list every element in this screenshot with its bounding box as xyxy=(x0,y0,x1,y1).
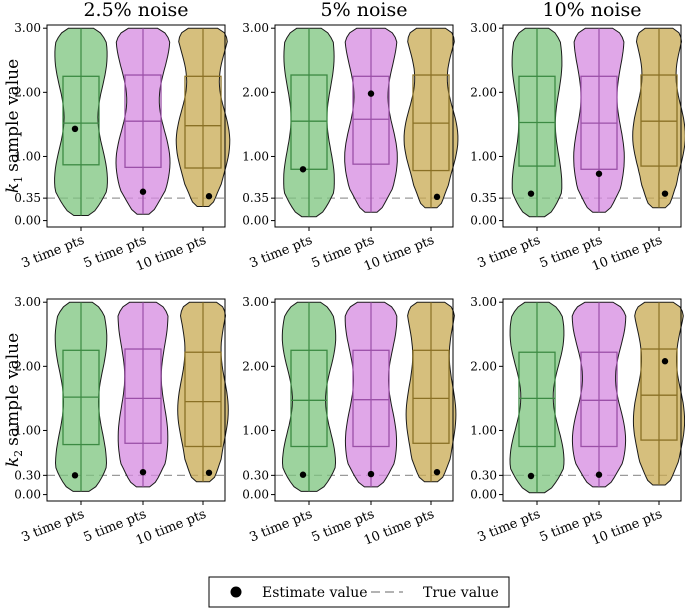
box-iqr xyxy=(580,351,618,448)
estimate-point xyxy=(367,470,375,478)
axes-frame xyxy=(502,24,682,228)
y-tick-label: 3.00 xyxy=(242,21,269,35)
axes-frame xyxy=(46,298,226,502)
box-iqr xyxy=(290,74,328,170)
y-tick-label: 3.00 xyxy=(242,295,269,309)
axes-frame xyxy=(502,298,682,502)
legend-box xyxy=(208,576,510,608)
estimate-point xyxy=(71,125,79,133)
axes-frame xyxy=(274,24,454,228)
y-tick-label: 2.00 xyxy=(242,359,269,373)
y-tick-label: 2.00 xyxy=(470,359,497,373)
y-tick-label: 0.00 xyxy=(470,214,497,228)
estimate-point xyxy=(595,471,603,478)
estimate-point xyxy=(71,472,79,479)
legend-true-label: True value xyxy=(423,585,499,601)
y-tick-label: 1.00 xyxy=(14,423,41,437)
y-tick-label: 0.00 xyxy=(470,488,497,502)
y-tick-label: 0.30 xyxy=(242,468,269,482)
y-tick-label: 1.00 xyxy=(470,149,497,163)
legend: Estimate value True value xyxy=(208,576,510,608)
y-tick-label: 1.00 xyxy=(242,423,269,437)
y-tick-label: 2.00 xyxy=(14,85,41,99)
estimate-point xyxy=(205,193,213,200)
legend-estimate-label: Estimate value xyxy=(262,585,368,601)
panel-title: 10% noise xyxy=(542,0,641,21)
panel-title: 5% noise xyxy=(321,0,408,21)
y-axis-label: k2 sample value xyxy=(3,333,25,467)
y-axis-label-text: sample value xyxy=(3,333,23,446)
chart-panel-0-0: 2.5% noise k1 sample value 0.00 0.35 1.00 2.00… xyxy=(3,0,231,275)
box-iqr xyxy=(184,351,222,448)
y-tick-label: 2.00 xyxy=(14,359,41,373)
y-tick-label: 2.00 xyxy=(470,85,497,99)
y-tick-label: 3.00 xyxy=(14,21,41,35)
y-axis-label-subscript: 1 xyxy=(12,176,25,183)
estimate-point xyxy=(527,190,535,197)
box-iqr xyxy=(412,349,450,444)
axes-frame xyxy=(274,298,454,502)
y-axis-label-text: sample value xyxy=(3,59,23,172)
estimate-point xyxy=(527,472,535,480)
y-tick-label: 0.35 xyxy=(242,191,269,205)
x-tick-label: 3 time pts xyxy=(20,507,87,546)
estimate-point xyxy=(139,188,147,195)
y-tick-label: 2.00 xyxy=(242,85,269,99)
x-tick-label: 3 time pts xyxy=(248,233,315,272)
estimate-point xyxy=(299,166,307,173)
chart-panel-1-0: k2 sample value 0.00 0.30 1.00 2.00 3.00 3 time… xyxy=(3,295,229,549)
x-tick-label: 3 time pts xyxy=(476,233,543,272)
y-tick-label: 0.30 xyxy=(14,468,41,482)
estimate-point xyxy=(299,471,307,478)
estimate-point xyxy=(433,193,441,201)
y-tick-label: 3.00 xyxy=(470,295,497,309)
estimate-point xyxy=(661,358,669,365)
y-tick-label: 0.00 xyxy=(14,214,41,228)
y-tick-label: 0.00 xyxy=(14,488,41,502)
estimate-point xyxy=(205,469,213,476)
box-iqr xyxy=(124,348,162,444)
box-iqr xyxy=(184,75,222,169)
estimate-point xyxy=(367,90,375,97)
y-tick-label: 0.00 xyxy=(242,488,269,502)
y-tick-label: 3.00 xyxy=(14,295,41,309)
box-iqr xyxy=(352,75,390,165)
legend-estimate-marker xyxy=(230,586,242,598)
y-axis-label-symbol: k xyxy=(3,183,23,193)
x-tick-label: 3 time pts xyxy=(20,233,87,272)
y-tick-label: 1.00 xyxy=(14,149,41,163)
estimate-point xyxy=(433,468,441,476)
y-axis-label-subscript: 2 xyxy=(12,450,25,457)
y-tick-label: 3.00 xyxy=(470,21,497,35)
panel-title: 2.5% noise xyxy=(83,0,188,21)
box-iqr xyxy=(62,75,100,166)
estimate-point xyxy=(595,170,603,177)
box-iqr xyxy=(352,349,390,448)
box-iqr xyxy=(518,351,556,448)
axes-frame xyxy=(46,24,226,228)
box-iqr xyxy=(290,349,328,448)
y-tick-label: 0.35 xyxy=(14,191,41,205)
y-axis-label: k1 sample value xyxy=(3,59,25,193)
box-iqr xyxy=(518,75,556,167)
y-axis-label-symbol: k xyxy=(3,457,23,467)
estimate-point xyxy=(661,190,669,197)
y-tick-label: 1.00 xyxy=(470,423,497,437)
y-tick-label: 0.30 xyxy=(470,468,497,482)
y-tick-label: 0.35 xyxy=(470,191,497,205)
x-tick-label: 3 time pts xyxy=(476,507,543,546)
estimate-point xyxy=(139,468,147,476)
x-tick-label: 3 time pts xyxy=(248,507,315,546)
y-tick-label: 0.00 xyxy=(242,214,269,228)
y-tick-label: 1.00 xyxy=(242,149,269,163)
